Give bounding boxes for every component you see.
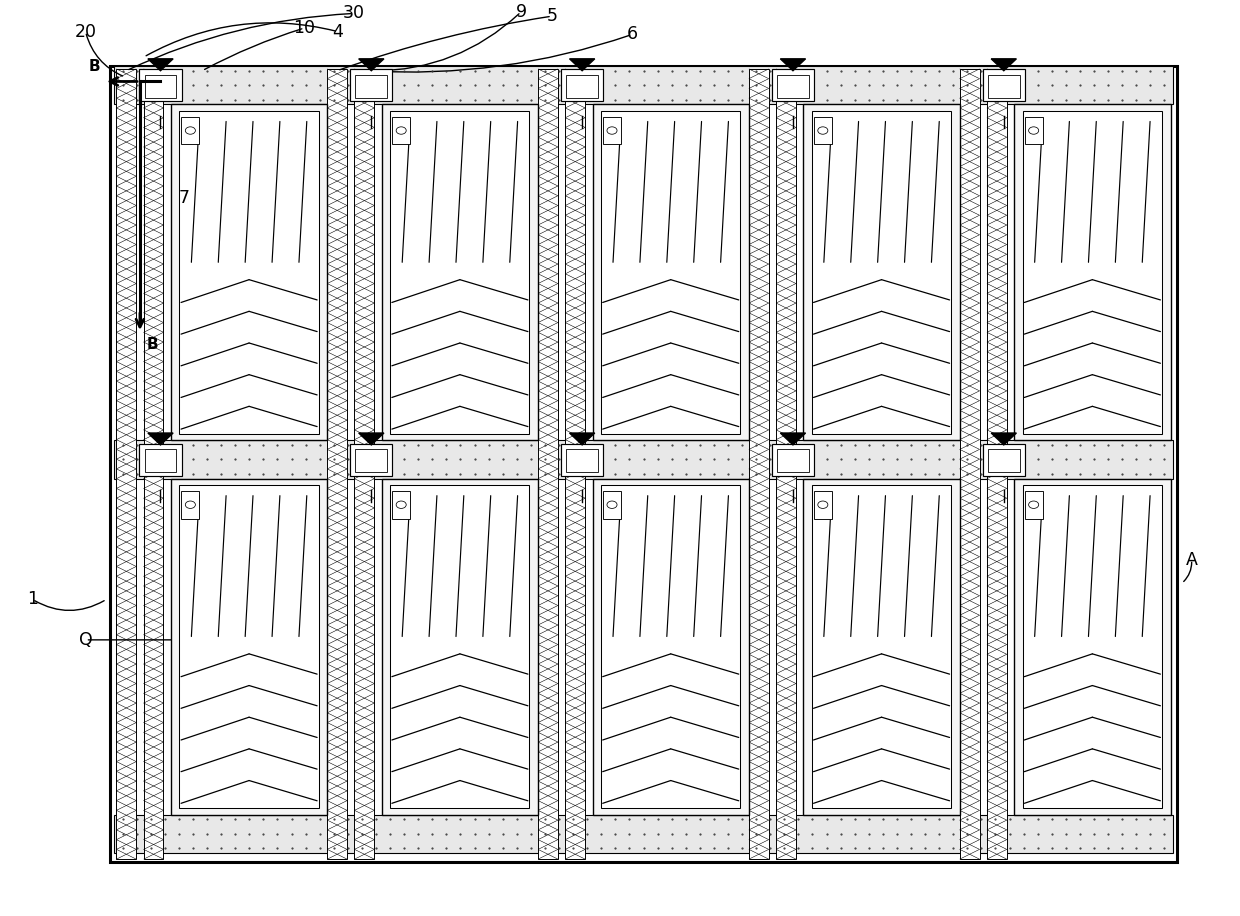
Polygon shape — [148, 59, 174, 71]
Bar — [593, 478, 749, 814]
Text: B: B — [89, 60, 100, 74]
Bar — [777, 449, 808, 472]
Bar — [356, 449, 387, 472]
Bar — [812, 111, 951, 434]
Bar — [603, 116, 621, 145]
Bar — [117, 69, 136, 859]
Text: 1: 1 — [27, 590, 37, 608]
Bar — [773, 70, 813, 102]
Text: 10: 10 — [294, 19, 315, 37]
Bar — [350, 70, 392, 102]
Text: B: B — [146, 337, 157, 353]
Text: A: A — [1185, 551, 1198, 569]
Bar — [145, 74, 176, 98]
Bar — [171, 104, 327, 441]
Bar — [593, 104, 749, 441]
Bar — [350, 443, 392, 475]
Text: 9: 9 — [516, 3, 527, 21]
Bar — [355, 69, 374, 859]
Bar — [145, 449, 176, 472]
Bar — [749, 69, 769, 859]
Bar — [180, 111, 319, 434]
Polygon shape — [148, 433, 174, 445]
Bar — [773, 443, 813, 475]
Bar — [812, 485, 951, 808]
Bar — [1014, 104, 1171, 441]
Bar — [538, 69, 558, 859]
Bar — [114, 814, 1173, 853]
Bar — [565, 69, 585, 859]
Bar — [181, 116, 200, 145]
Bar — [567, 74, 598, 98]
Bar — [391, 485, 529, 808]
Polygon shape — [991, 59, 1017, 71]
Bar — [960, 69, 980, 859]
Bar — [1023, 485, 1162, 808]
Bar — [1023, 111, 1162, 434]
Bar — [110, 66, 1177, 862]
Bar — [601, 111, 740, 434]
Polygon shape — [569, 59, 595, 71]
Bar — [139, 443, 181, 475]
Bar — [356, 74, 387, 98]
Bar — [983, 443, 1024, 475]
Bar — [987, 69, 1007, 859]
Bar — [114, 66, 1173, 104]
Bar — [813, 116, 832, 145]
Polygon shape — [991, 433, 1017, 445]
Bar — [171, 478, 327, 814]
Text: 30: 30 — [343, 5, 365, 23]
Bar — [382, 104, 538, 441]
Bar — [804, 478, 960, 814]
Bar — [139, 70, 181, 102]
Bar — [983, 70, 1024, 102]
Bar — [382, 478, 538, 814]
Bar — [567, 449, 598, 472]
Text: 20: 20 — [74, 23, 97, 40]
Bar — [562, 443, 603, 475]
Polygon shape — [358, 433, 384, 445]
Bar — [776, 69, 796, 859]
Text: 5: 5 — [547, 7, 558, 25]
Bar — [988, 74, 1019, 98]
Bar — [813, 491, 832, 518]
Bar — [114, 441, 1173, 478]
Text: Q: Q — [78, 631, 93, 649]
Bar — [988, 449, 1019, 472]
Bar — [180, 485, 319, 808]
Bar — [391, 111, 529, 434]
Bar — [392, 491, 410, 518]
Polygon shape — [569, 433, 595, 445]
Text: 4: 4 — [332, 23, 343, 40]
Bar — [181, 491, 200, 518]
Bar — [777, 74, 808, 98]
Bar — [392, 116, 410, 145]
Polygon shape — [780, 59, 806, 71]
Bar — [1024, 491, 1043, 518]
Bar — [562, 70, 603, 102]
Bar — [804, 104, 960, 441]
Bar — [144, 69, 164, 859]
Text: 7: 7 — [179, 190, 190, 207]
Bar — [327, 69, 347, 859]
Polygon shape — [358, 59, 384, 71]
Bar — [1024, 116, 1043, 145]
Text: 6: 6 — [626, 26, 637, 43]
Bar — [1014, 478, 1171, 814]
Polygon shape — [780, 433, 806, 445]
Bar — [601, 485, 740, 808]
Bar — [603, 491, 621, 518]
